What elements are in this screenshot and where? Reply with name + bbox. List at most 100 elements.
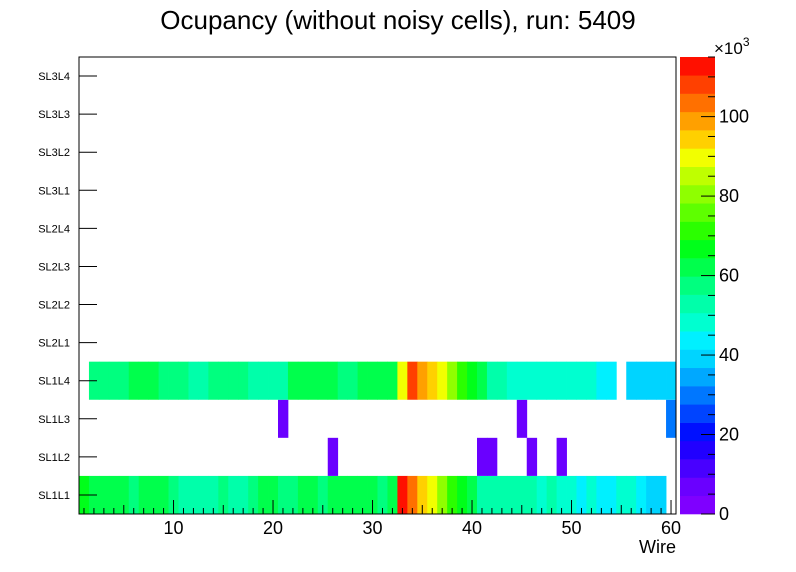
heatmap-cell <box>467 361 478 400</box>
heatmap-cell <box>377 361 388 400</box>
x-tick-label: 40 <box>462 518 482 538</box>
y-tick-marks <box>79 75 97 496</box>
heatmap-cell <box>447 361 458 400</box>
heatmap-cell <box>626 361 637 400</box>
heatmap-cell <box>606 475 617 514</box>
y-tick-labels: SL1L1 SL1L2 SL1L3 SL1L4 SL2L1 SL2L2 SL2L3 SL2L4… <box>38 71 70 502</box>
heatmap-cell <box>148 475 159 514</box>
heatmap-cell <box>138 475 150 514</box>
color-scale-label: 60 <box>719 266 739 286</box>
heatmap-cell <box>666 361 677 400</box>
color-scale-segment <box>680 166 715 186</box>
color-scale-segment <box>680 203 715 222</box>
x-tick-label: 20 <box>263 518 283 538</box>
heatmap-cell <box>417 361 428 400</box>
heatmap-cell <box>387 475 398 514</box>
heatmap-cell <box>228 361 239 400</box>
heatmap-cell <box>397 475 408 514</box>
heatmap-cell <box>636 475 647 514</box>
color-scale-segment <box>680 57 715 76</box>
heatmap-cell <box>248 361 259 400</box>
heatmap-cell <box>218 475 229 514</box>
heatmap-cell <box>616 475 627 514</box>
heatmap-cell <box>457 361 468 400</box>
x-tick-label: 60 <box>661 518 681 538</box>
x-tick-label: 10 <box>164 518 184 538</box>
heatmap-cell <box>128 475 140 514</box>
heatmap-cell <box>427 475 438 514</box>
heatmap-cell <box>387 361 398 400</box>
color-scale-segment <box>680 312 715 332</box>
y-tick-label: SL3L2 <box>38 147 70 159</box>
color-scale-multiplier: ×103 <box>714 35 750 58</box>
heatmap-cell <box>427 361 438 400</box>
heatmap-cell <box>337 475 349 514</box>
heatmap-cell <box>268 475 279 514</box>
heatmap-cell <box>367 475 378 514</box>
color-scale-label: 100 <box>719 107 749 127</box>
heatmap-cell <box>188 361 199 400</box>
heatmap-cell <box>636 361 647 400</box>
heatmap-cell <box>586 475 597 514</box>
heatmap-cell <box>536 361 548 400</box>
heatmap-cell <box>556 475 567 514</box>
heatmap-cell <box>178 475 189 514</box>
heatmap-cell <box>437 475 448 514</box>
color-scale-segment <box>680 184 715 204</box>
heatmap-cell <box>566 361 577 400</box>
heatmap-cell <box>98 361 110 400</box>
color-scale-segment <box>680 331 715 350</box>
heatmap-cell <box>486 361 498 400</box>
heatmap-cell <box>287 361 299 400</box>
y-tick-label: SL2L3 <box>38 261 70 273</box>
color-scale-segment <box>680 404 715 423</box>
heatmap-cell <box>457 475 468 514</box>
heatmap-cell <box>108 361 120 400</box>
heatmap-cell <box>118 361 130 400</box>
heatmap-cell <box>467 475 478 514</box>
heatmap-cell <box>357 475 368 514</box>
y-tick-label: SL1L4 <box>38 376 70 388</box>
heatmap-cell <box>278 361 289 400</box>
heatmap-cell <box>158 475 169 514</box>
y-tick-label: SL2L4 <box>38 223 70 235</box>
heatmap-cell <box>556 361 567 400</box>
heatmap-cell <box>437 361 448 400</box>
heatmap-cell <box>546 361 557 400</box>
color-scale-bar <box>680 57 715 515</box>
heatmap-cell <box>138 361 150 400</box>
heatmap-cell <box>477 361 488 400</box>
y-tick-label: SL3L4 <box>38 71 70 83</box>
heatmap-cell <box>367 361 378 400</box>
heatmap-cell <box>516 361 528 400</box>
plot-frame <box>78 56 677 515</box>
heatmap-cell <box>496 475 508 514</box>
heatmap-cell <box>287 475 299 514</box>
color-scale-segment <box>680 130 715 149</box>
heatmap-cell <box>108 475 120 514</box>
heatmap-cell <box>646 361 657 400</box>
color-scale-label: 20 <box>719 425 739 445</box>
heatmap-cell <box>546 475 557 514</box>
heatmap-cell <box>506 475 518 514</box>
heatmap-cell <box>297 361 309 400</box>
heatmap-cell <box>188 475 199 514</box>
color-scale-segment <box>680 93 715 113</box>
heatmap-cell <box>496 361 508 400</box>
heatmap-cell <box>258 475 269 514</box>
color-scale-label: 0 <box>719 504 729 524</box>
color-scale-label: 40 <box>719 345 739 365</box>
color-scale-segment <box>680 111 715 131</box>
heatmap-cell <box>297 475 309 514</box>
heatmap-cell <box>347 361 358 400</box>
heatmap-cell <box>118 475 130 514</box>
heatmap-cell <box>626 475 637 514</box>
color-scale-segment <box>680 148 715 167</box>
heatmap-cell <box>486 475 498 514</box>
heatmap-cell <box>158 361 169 400</box>
heatmap-cell <box>526 475 538 514</box>
heatmap-cell <box>307 361 319 400</box>
heatmap-cell <box>357 361 368 400</box>
heatmap-cell <box>168 475 179 514</box>
